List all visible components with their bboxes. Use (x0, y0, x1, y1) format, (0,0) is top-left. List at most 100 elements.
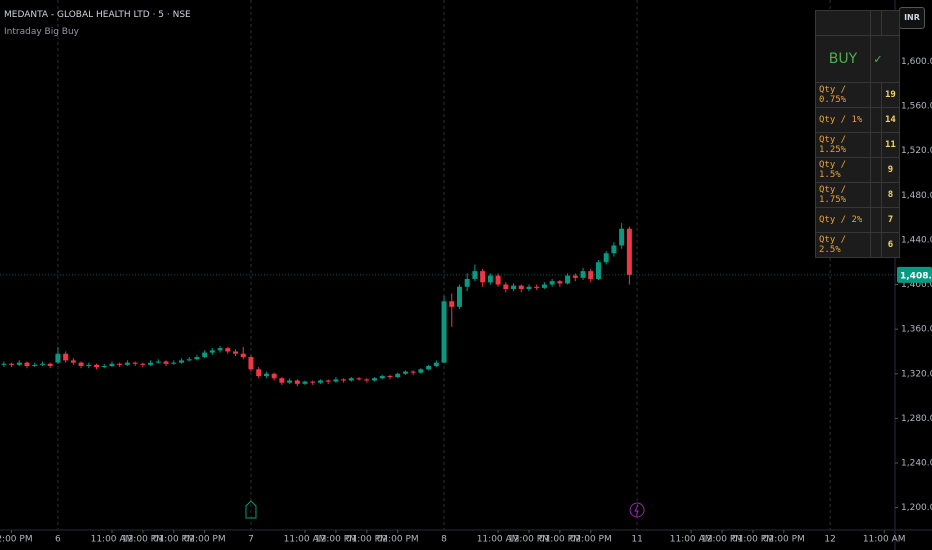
candle-body (32, 364, 38, 366)
candle-body (240, 353, 246, 358)
candle-body (495, 275, 501, 285)
candle-body (395, 373, 401, 378)
candle-body (364, 379, 370, 381)
qty-value: 8 (881, 182, 900, 208)
cell (870, 182, 882, 208)
earnings-marker[interactable] (245, 500, 257, 519)
cell (870, 107, 882, 133)
candle-body (595, 262, 601, 279)
last-price-label: 1,408.70 (900, 271, 932, 281)
candle-body (387, 376, 393, 378)
qty-label: Qty / 0.75% (815, 82, 871, 108)
y-tick-label: 1,280.00 (901, 414, 932, 424)
y-tick-label: 1,600.00 (901, 57, 932, 67)
qty-label: Qty / 2.5% (815, 232, 871, 258)
x-tick-label: 12:00 PM (508, 535, 550, 545)
y-tick-label: 1,360.00 (901, 325, 932, 335)
candle-body (279, 378, 285, 383)
x-tick-label: 01:00 PM (153, 535, 195, 545)
signal-check: ✓ (870, 35, 900, 83)
candle-body (518, 285, 524, 289)
event-icon (629, 502, 645, 518)
candle-body (372, 378, 378, 381)
candle-body (271, 373, 277, 379)
candle-body (263, 373, 269, 377)
candle-body (1, 363, 7, 365)
qty-label: Qty / 1% (815, 107, 871, 133)
x-tick-label: 01:00 PM (732, 535, 774, 545)
candle-body (379, 376, 385, 379)
candle-body (109, 363, 115, 366)
x-tick-label: 11:00 AM (284, 535, 327, 545)
indicator-name[interactable]: Intraday Big Buy (4, 27, 79, 37)
candle-body (63, 353, 69, 361)
y-tick-label: 1,480.00 (901, 191, 932, 201)
x-tick-label: 12 (824, 535, 835, 545)
currency-button[interactable]: INR (899, 7, 925, 29)
earnings-icon (245, 500, 257, 519)
candle-body (619, 228, 625, 246)
y-tick-label: 1,200.00 (901, 503, 932, 513)
candle-body (39, 363, 45, 365)
table-row: Qty / 2.5% 6 (815, 232, 900, 258)
candle-body (178, 360, 184, 363)
qty-value: 7 (881, 207, 900, 233)
candle-body (186, 359, 192, 361)
candle-body (194, 357, 200, 360)
candle-body (24, 362, 30, 366)
table-header-row: BUY ✓ (815, 35, 900, 83)
candle-body (117, 363, 123, 365)
candle-body (541, 284, 547, 288)
table-row: Qty / 2% 7 (815, 207, 900, 233)
qty-value: 11 (881, 132, 900, 158)
candle-body (47, 363, 53, 366)
candle-body (418, 369, 424, 373)
candle-body (202, 352, 208, 358)
event-bolt (634, 504, 639, 517)
candle-body (441, 301, 447, 363)
candle-body (317, 380, 323, 383)
candle-body (140, 363, 146, 365)
candle-body (402, 371, 408, 374)
qty-label: Qty / 1.75% (815, 182, 871, 208)
symbol-title: MEDANTA - GLOBAL HEALTH LTD · 5 · NSE (4, 10, 191, 20)
candle-body (356, 378, 362, 380)
candle-body (233, 351, 239, 354)
qty-label: Qty / 1.5% (815, 157, 871, 183)
cell (870, 132, 882, 158)
candle-body (433, 362, 439, 366)
x-tick-label: 02:00 PM (763, 535, 805, 545)
cell (881, 10, 900, 36)
candle-body (9, 363, 15, 365)
candle-body (503, 284, 509, 289)
candle-body (526, 286, 532, 289)
candle-body (163, 361, 169, 364)
candle-body (511, 285, 517, 289)
candle-body (348, 378, 354, 381)
candle-body (55, 353, 61, 363)
candle-body (588, 271, 594, 279)
dividend-marker[interactable] (629, 502, 645, 518)
qty-label: Qty / 2% (815, 207, 871, 233)
table-row: Qty / 1.5% 9 (815, 157, 900, 183)
x-tick-label: 12:00 PM (315, 535, 357, 545)
qty-label: Qty / 1.25% (815, 132, 871, 158)
x-tick-label: 11:00 AM (863, 535, 906, 545)
x-tick-label: 11 (631, 535, 642, 545)
table-row: Qty / 1% 14 (815, 107, 900, 133)
candle-body (70, 360, 76, 363)
candle-body (487, 275, 493, 283)
x-tick-label: 01:00 PM (346, 535, 388, 545)
qty-value: 19 (881, 82, 900, 108)
cell (870, 232, 882, 258)
x-tick-label: 02:00 PM (570, 535, 612, 545)
candle-body (256, 369, 262, 377)
candle-body (410, 371, 416, 373)
candle-body (549, 281, 555, 285)
candle-body (302, 381, 308, 384)
candle-body (325, 380, 331, 382)
cell (870, 82, 882, 108)
candle-body (94, 364, 100, 368)
